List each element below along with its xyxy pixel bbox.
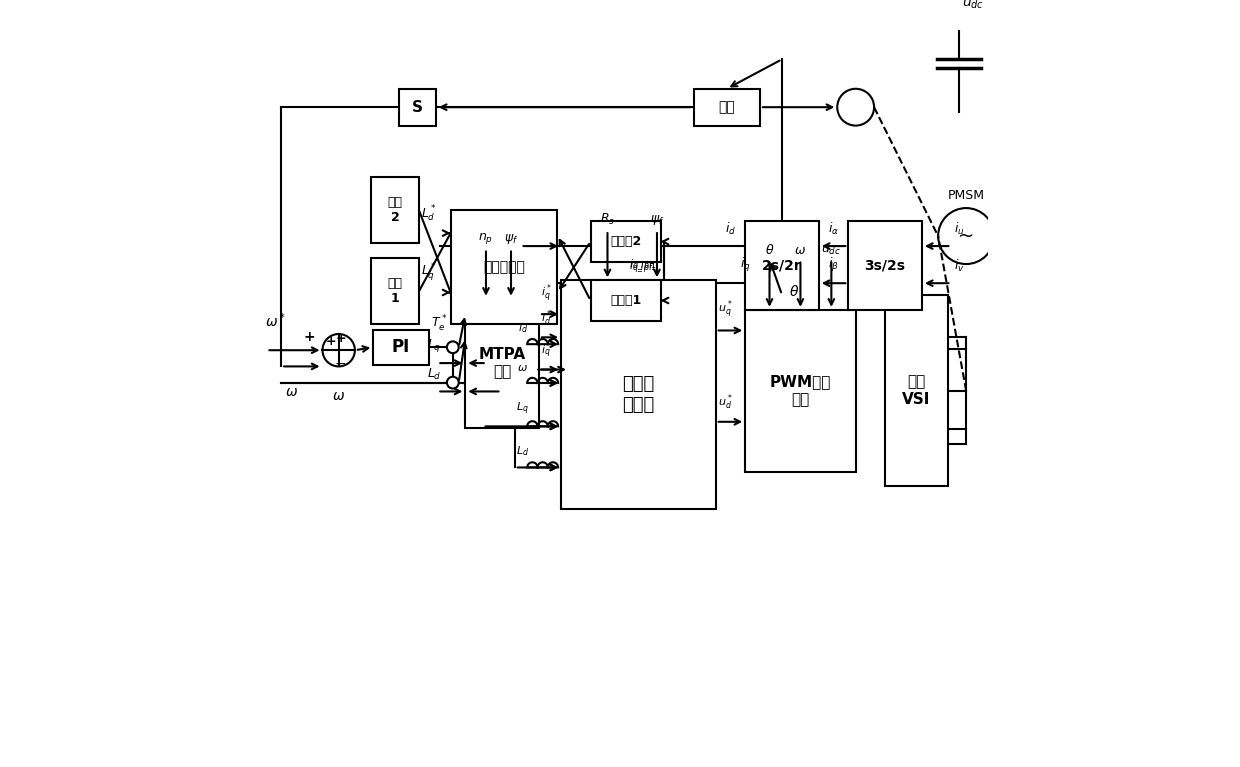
FancyBboxPatch shape [450,210,558,324]
Text: $i_v$: $i_v$ [955,258,965,275]
Text: $\psi_f$: $\psi_f$ [650,213,665,227]
Text: 2s/2r: 2s/2r [763,258,802,272]
Text: $T_e^*$: $T_e^*$ [430,314,448,334]
Text: $\theta$: $\theta$ [790,284,800,298]
Text: $i_u$: $i_u$ [955,221,965,237]
Text: $u_{dc}$: $u_{dc}$ [962,0,985,12]
Text: $L_q$: $L_q$ [516,400,529,416]
FancyBboxPatch shape [465,298,539,427]
Text: ~: ~ [959,226,975,245]
Text: $i_q$: $i_q$ [541,344,551,360]
Text: 3s/2s: 3s/2s [864,258,905,272]
FancyBboxPatch shape [885,295,947,486]
Text: $i_q$: $i_q$ [740,255,750,274]
Text: PI: PI [392,338,410,356]
Text: PWM调制
策略: PWM调制 策略 [770,374,831,407]
Text: $\omega^*$: $\omega^*$ [265,311,285,330]
Text: +: + [336,331,346,344]
Circle shape [446,377,459,389]
Text: 三相
VSI: 三相 VSI [903,374,930,407]
Text: $\omega$: $\omega$ [795,244,806,257]
Text: PMSM: PMSM [947,189,985,202]
Text: 滤波器1: 滤波器1 [610,294,641,307]
Text: $i_\beta$: $i_\beta$ [828,256,839,275]
Text: 斜坡
2: 斜坡 2 [388,196,403,224]
Text: S: S [412,100,423,115]
Text: $u_q^*$: $u_q^*$ [718,298,733,321]
FancyBboxPatch shape [590,222,661,262]
FancyBboxPatch shape [399,89,436,126]
Text: $i_d$: $i_d$ [725,220,737,236]
Text: $n_p$: $n_p$ [479,231,494,245]
Text: $\omega$: $\omega$ [517,364,528,374]
FancyBboxPatch shape [693,89,760,126]
Text: $R_s$: $R_s$ [600,212,615,227]
Text: $L_q$: $L_q$ [428,337,441,354]
FancyBboxPatch shape [848,222,923,310]
Circle shape [446,341,459,353]
Text: +: + [304,330,315,344]
FancyBboxPatch shape [373,330,429,365]
FancyBboxPatch shape [745,310,856,472]
Text: $i_{d\_lpf1}$: $i_{d\_lpf1}$ [629,258,657,273]
Text: $i_\alpha$: $i_\alpha$ [828,221,839,237]
Text: $\omega$: $\omega$ [285,385,298,399]
FancyBboxPatch shape [560,280,715,509]
Text: 电流环
控制器: 电流环 控制器 [622,375,655,414]
FancyBboxPatch shape [590,280,661,321]
FancyBboxPatch shape [745,222,818,310]
Text: $\omega$: $\omega$ [332,389,345,403]
Text: $L_d^*$: $L_d^*$ [422,203,436,223]
Text: 旋变: 旋变 [718,100,735,114]
FancyBboxPatch shape [371,177,419,243]
Text: $i_d^*$: $i_d^*$ [541,308,552,328]
Text: $i_d$: $i_d$ [518,321,528,334]
Text: $\theta$: $\theta$ [765,242,774,257]
Text: $-$: $-$ [335,355,346,370]
Text: MTPA
控制: MTPA 控制 [479,347,526,380]
Text: $L_d$: $L_d$ [427,367,441,382]
Text: +: + [326,335,337,347]
Text: $\psi_f$: $\psi_f$ [503,232,518,245]
Text: $u_{dc}$: $u_{dc}$ [821,244,842,257]
Text: $L_d$: $L_d$ [516,444,529,458]
Text: $L_q^*$: $L_q^*$ [422,261,436,283]
Text: $u_d^*$: $u_d^*$ [718,393,733,412]
FancyBboxPatch shape [371,258,419,324]
Text: 滤波器2: 滤波器2 [610,235,641,248]
Text: 计算与查表: 计算与查表 [484,260,525,275]
Text: $i_{q\_lpf1}$: $i_{q\_lpf1}$ [629,259,657,275]
Text: $i_q^*$: $i_q^*$ [541,282,552,304]
Text: 斜坡
1: 斜坡 1 [388,278,403,305]
